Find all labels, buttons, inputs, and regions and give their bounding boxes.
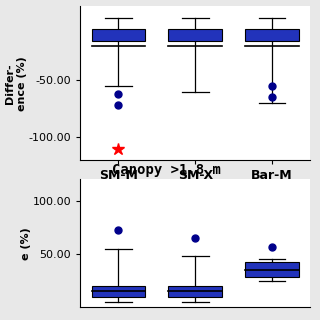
Bar: [92, 286, 145, 297]
Bar: [168, 29, 222, 41]
Bar: [92, 29, 145, 41]
Bar: [168, 286, 222, 297]
Text: Canopy >1.8 m: Canopy >1.8 m: [112, 163, 221, 177]
Y-axis label: Differ-
ence (%): Differ- ence (%): [5, 56, 27, 111]
X-axis label: Study area: Study area: [152, 188, 238, 202]
Bar: [245, 262, 299, 277]
Y-axis label: e (%): e (%): [21, 227, 31, 260]
Bar: [245, 29, 299, 41]
